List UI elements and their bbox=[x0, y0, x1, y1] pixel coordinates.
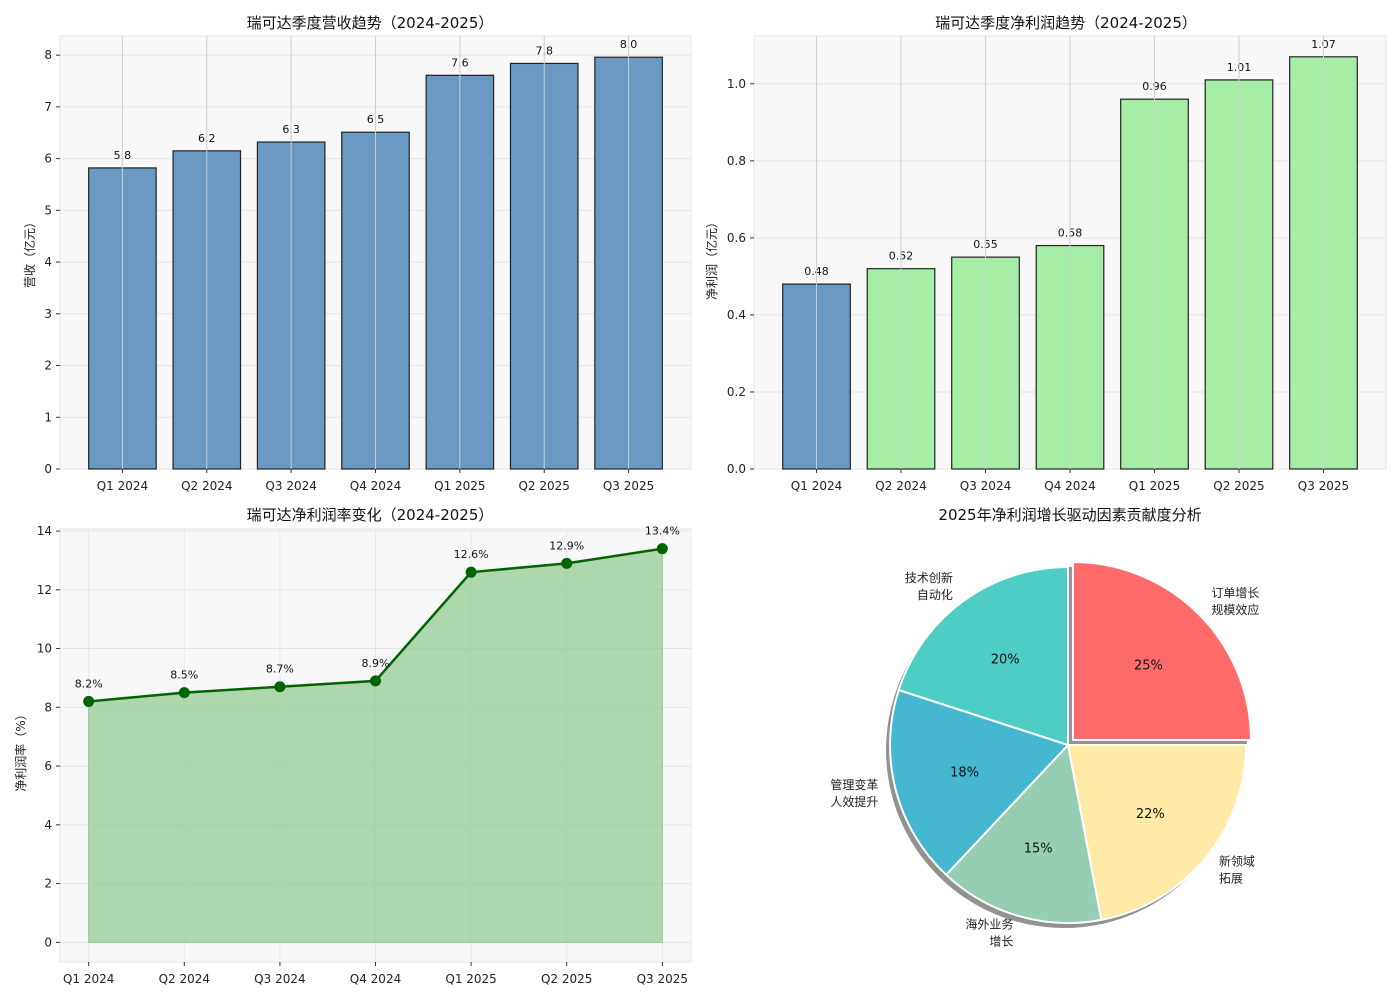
revenue-y-tick-label: 3 bbox=[44, 307, 52, 321]
margin-y-axis-label: 净利润率（%） bbox=[13, 708, 28, 791]
margin-point bbox=[370, 675, 381, 687]
revenue-y-tick-label: 1 bbox=[44, 410, 52, 424]
pie-percent-label: 18% bbox=[950, 766, 979, 781]
revenue-x-tick-label: Q1 2025 bbox=[434, 479, 485, 493]
profit-x-tick-label: Q2 2025 bbox=[1213, 479, 1264, 493]
revenue-y-tick-label: 7 bbox=[44, 100, 52, 114]
margin-y-tick-label: 14 bbox=[37, 524, 52, 538]
pie-slice bbox=[944, 742, 1103, 924]
profit-y-tick-label: 1.0 bbox=[727, 77, 746, 91]
margin-point bbox=[561, 557, 573, 569]
margin-point bbox=[465, 566, 477, 578]
revenue-chart-title: 瑞可达季度营收趋势（2024-2025） bbox=[247, 14, 494, 32]
margin-x-tick-label: Q1 2024 bbox=[63, 972, 114, 986]
pie-slice bbox=[897, 565, 1069, 747]
revenue-y-tick-label: 4 bbox=[44, 255, 52, 269]
profit-y-tick-label: 0.6 bbox=[727, 231, 746, 245]
profit-x-tick-label: Q3 2025 bbox=[1298, 479, 1349, 493]
margin-y-tick-label: 2 bbox=[44, 877, 52, 891]
margin-data-label: 8.7% bbox=[266, 663, 294, 676]
margin-x-tick-label: Q3 2024 bbox=[254, 972, 305, 986]
margin-y-tick-label: 6 bbox=[44, 759, 52, 773]
margin-data-label: 13.4% bbox=[645, 525, 680, 538]
revenue-x-tick-label: Q2 2025 bbox=[518, 479, 569, 493]
pie-slice-label: 技术创新自动化 bbox=[905, 570, 953, 602]
pie-slice-label-line: 管理变革 bbox=[830, 777, 878, 792]
margin-x-tick-label: Q4 2024 bbox=[350, 972, 401, 986]
revenue-y-tick-label: 0 bbox=[44, 462, 52, 476]
profit-x-tick-label: Q2 2024 bbox=[875, 479, 926, 493]
pie-slice-label-line: 拓展 bbox=[1219, 871, 1243, 885]
pie-slice-label-line: 海外业务 bbox=[965, 917, 1013, 932]
margin-y-tick-label: 12 bbox=[37, 583, 52, 597]
revenue-y-tick-label: 8 bbox=[44, 48, 52, 62]
pie-slice bbox=[1066, 744, 1248, 922]
pie-chart-title: 2025年净利润增长驱动因素贡献度分析 bbox=[938, 506, 1201, 524]
pie-slice-label: 新领域拓展 bbox=[1219, 853, 1255, 885]
margin-chart-title: 瑞可达净利润率变化（2024-2025） bbox=[247, 506, 494, 524]
margin-point bbox=[656, 543, 668, 555]
margin-x-tick-label: Q1 2025 bbox=[445, 972, 496, 986]
margin-data-label: 8.2% bbox=[75, 677, 103, 690]
margin-x-tick-label: Q2 2024 bbox=[159, 972, 210, 986]
profit-y-tick-label: 0.2 bbox=[727, 385, 746, 399]
pie-percent-label: 25% bbox=[1134, 659, 1163, 674]
revenue-y-tick-label: 2 bbox=[44, 359, 52, 373]
profit-x-tick-label: Q3 2024 bbox=[960, 479, 1011, 493]
profit-x-tick-label: Q1 2024 bbox=[791, 479, 842, 493]
pie-slice-label-line: 订单增长 bbox=[1211, 586, 1259, 600]
margin-x-tick-label: Q2 2025 bbox=[541, 972, 592, 986]
pie-slice-label: 海外业务增长 bbox=[965, 917, 1013, 949]
revenue-x-tick-label: Q3 2024 bbox=[265, 479, 316, 493]
pie-slice-label-line: 技术创新 bbox=[905, 570, 953, 585]
profit-chart-title: 瑞可达季度净利润趋势（2024-2025） bbox=[935, 14, 1197, 32]
pie-slice-label: 订单增长规模效应 bbox=[1211, 586, 1259, 617]
margin-y-tick-label: 8 bbox=[44, 700, 52, 714]
margin-x-tick-label: Q3 2025 bbox=[637, 972, 688, 986]
margin-data-label: 8.5% bbox=[170, 669, 198, 682]
profit-x-tick-label: Q4 2024 bbox=[1044, 479, 1095, 493]
pie-slice-label: 管理变革人效提升 bbox=[830, 777, 878, 809]
revenue-x-tick-label: Q4 2024 bbox=[350, 479, 401, 493]
revenue-y-tick-label: 5 bbox=[44, 203, 52, 217]
profit-y-tick-label: 0.8 bbox=[727, 154, 746, 168]
margin-y-tick-label: 4 bbox=[44, 818, 52, 832]
pie-slice-label-line: 增长 bbox=[989, 935, 1013, 949]
pie-slice-label-line: 新领域 bbox=[1219, 853, 1255, 868]
pie-slice bbox=[889, 688, 1070, 877]
revenue-y-tick-label: 6 bbox=[44, 152, 52, 166]
margin-y-tick-label: 10 bbox=[37, 642, 52, 656]
margin-point bbox=[274, 681, 286, 693]
pie-percent-label: 20% bbox=[991, 653, 1020, 668]
margin-y-tick-label: 0 bbox=[44, 935, 52, 949]
profit-y-axis-label: 净利润（亿元） bbox=[704, 216, 719, 300]
profit-y-tick-label: 0.0 bbox=[727, 462, 746, 476]
profit-x-tick-label: Q1 2025 bbox=[1129, 479, 1180, 493]
margin-data-label: 12.9% bbox=[549, 539, 584, 552]
margin-data-label: 8.9% bbox=[362, 657, 390, 670]
margin-data-label: 12.6% bbox=[454, 548, 489, 561]
profit-y-tick-label: 0.4 bbox=[727, 308, 746, 322]
revenue-y-axis-label: 营收（亿元） bbox=[22, 216, 37, 288]
pie-slice-label-line: 自动化 bbox=[917, 588, 953, 602]
revenue-x-tick-label: Q2 2024 bbox=[181, 479, 232, 493]
pie-slice-label-line: 人效提升 bbox=[830, 794, 878, 809]
margin-point bbox=[83, 695, 95, 707]
pie-slice bbox=[1071, 561, 1252, 742]
margin-point bbox=[178, 687, 190, 699]
pie-percent-label: 22% bbox=[1136, 807, 1165, 822]
revenue-x-tick-label: Q1 2024 bbox=[97, 479, 148, 493]
revenue-x-tick-label: Q3 2025 bbox=[603, 479, 654, 493]
pie-percent-label: 15% bbox=[1024, 842, 1053, 857]
pie-slice-label-line: 规模效应 bbox=[1211, 602, 1259, 617]
